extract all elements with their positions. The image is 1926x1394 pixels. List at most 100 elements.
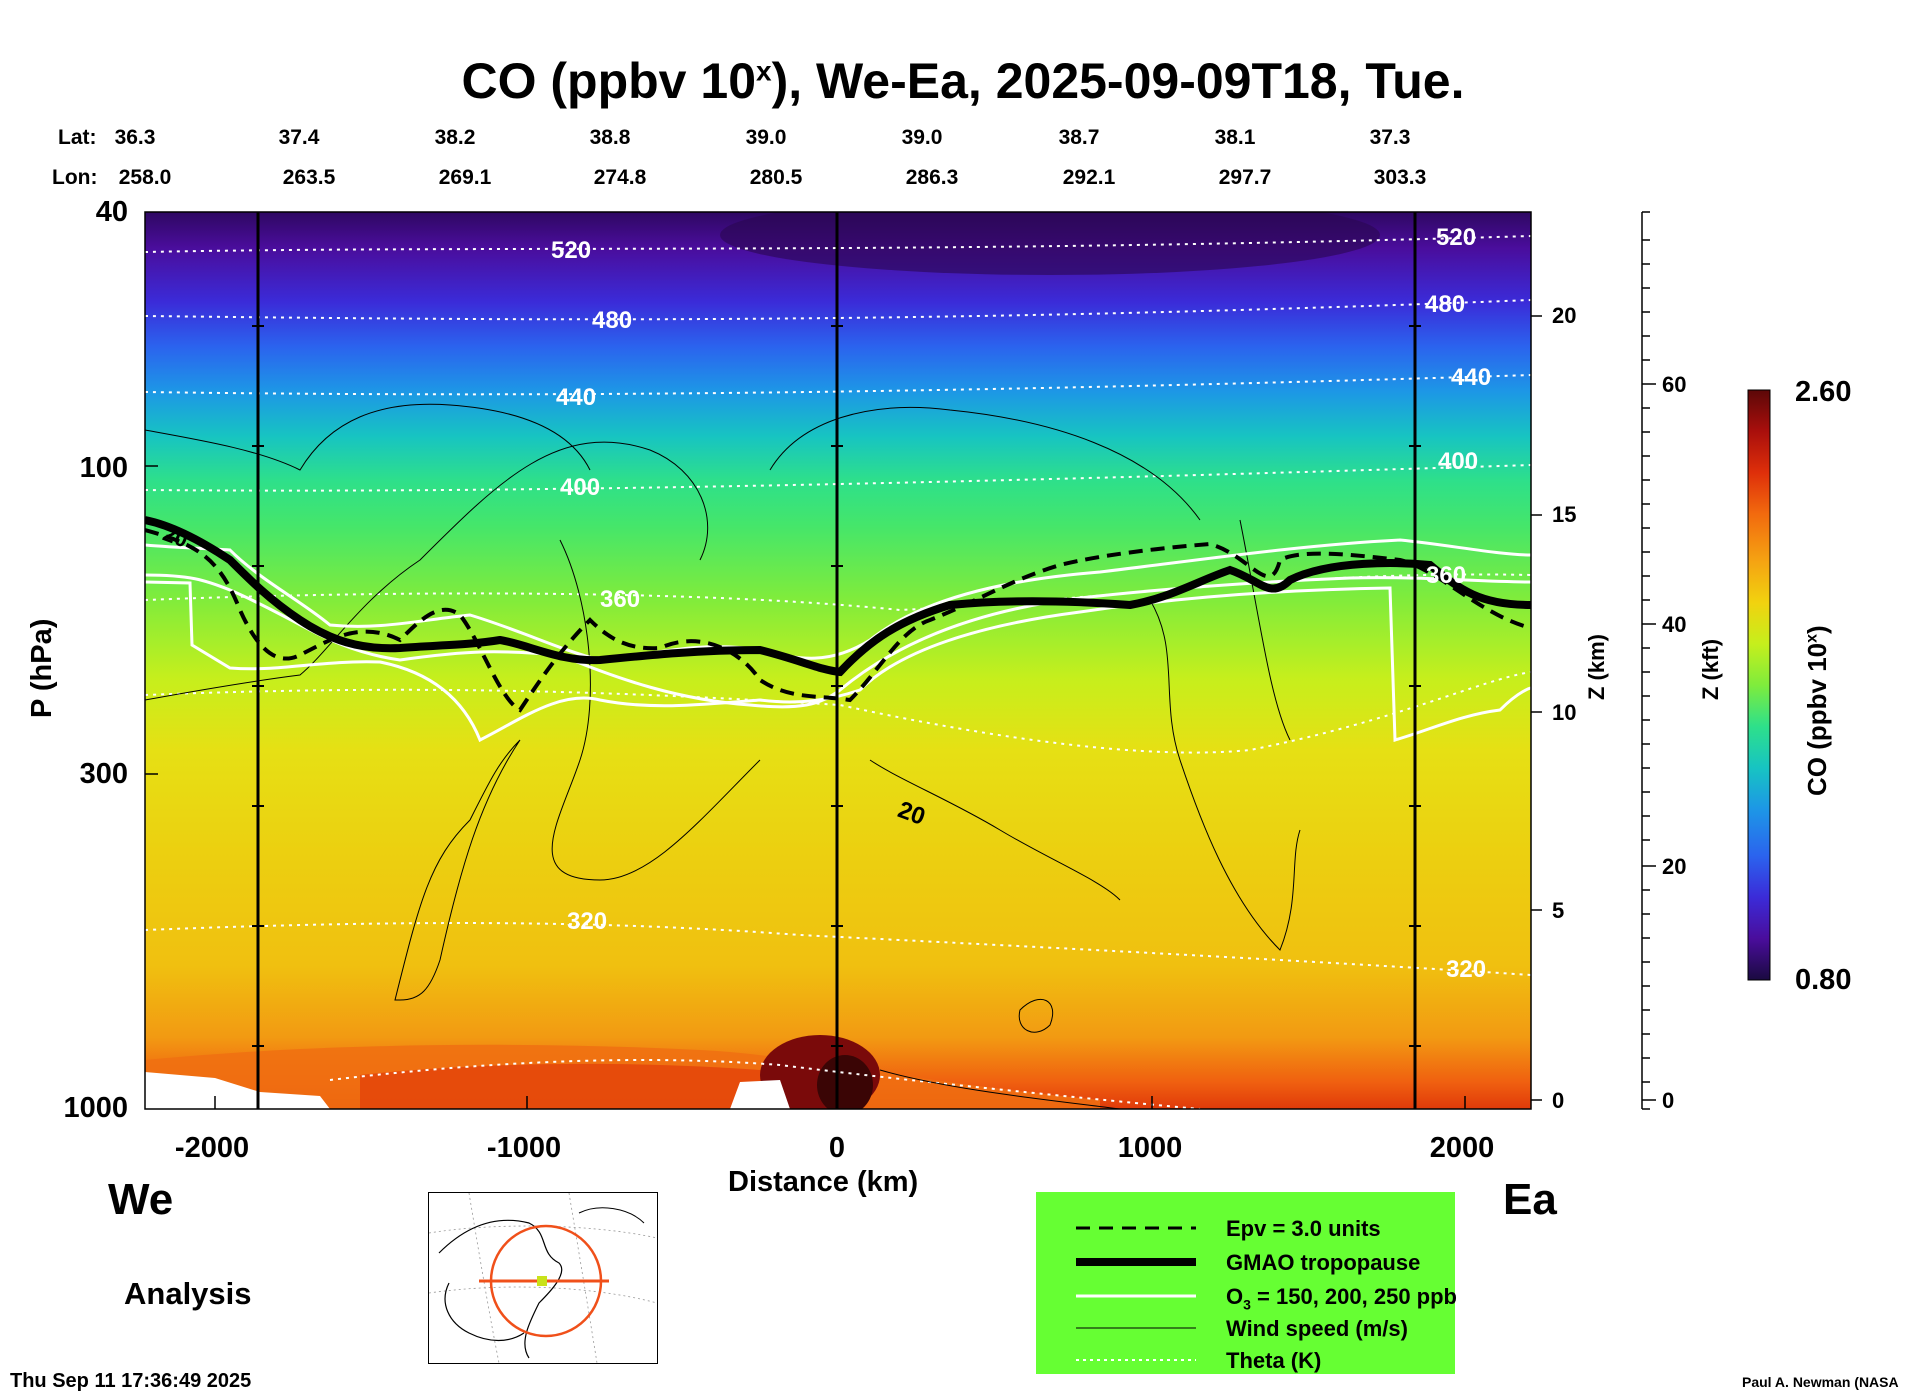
colorbar-max-label: 2.60	[1795, 376, 1852, 408]
lat-value: 38.8	[589, 126, 631, 149]
y-tick-300: 300	[79, 758, 128, 790]
y-tick-100: 100	[79, 452, 128, 484]
zkm-tick-0: 0	[1552, 1088, 1565, 1113]
theta-label-520-east: 520	[1436, 224, 1477, 251]
x-tick-1000: 1000	[1117, 1132, 1183, 1164]
wind-10-island	[1018, 998, 1054, 1033]
west-label: We	[108, 1175, 174, 1224]
y-tick-40: 40	[95, 196, 128, 228]
x-tick-neg1000: -1000	[486, 1132, 562, 1164]
theta-440	[145, 374, 1531, 396]
theta-label-520-west: 520	[551, 237, 592, 264]
lon-value: 280.5	[749, 166, 803, 189]
x-tick-0: 0	[828, 1132, 846, 1164]
wind-20-d	[869, 759, 1121, 901]
co-max-core	[817, 1055, 873, 1109]
axis-ticks	[145, 315, 1542, 1109]
inset-map	[428, 1192, 658, 1364]
theta-300	[329, 1059, 1201, 1109]
x-tick-2000: 2000	[1429, 1132, 1495, 1164]
lat-value: 38.7	[1058, 126, 1100, 149]
o3-250	[145, 580, 1531, 743]
legend-theta-text: Theta (K)	[1226, 1348, 1322, 1373]
tropopause-line	[145, 516, 1531, 677]
wind-20-e	[1149, 599, 1301, 951]
theta-contours	[145, 235, 1531, 1109]
epv-contour	[145, 528, 1531, 713]
surface-mask-mid	[730, 1080, 790, 1109]
zkft-tick-20: 20	[1662, 854, 1687, 879]
wind-20-c	[551, 539, 761, 881]
lon-value: 286.3	[905, 166, 959, 189]
theta-320	[145, 922, 1531, 976]
zkm-tick-5: 5	[1552, 898, 1565, 923]
wind-10-sfc	[879, 1069, 1121, 1109]
zkm-tick-20: 20	[1552, 303, 1577, 328]
lat-value: 38.1	[1214, 126, 1256, 149]
theta-label-440-east: 440	[1451, 364, 1492, 391]
theta-340	[145, 671, 1531, 754]
theta-label-480-east: 480	[1425, 291, 1466, 318]
timestamp: Thu Sep 11 17:36:49 2025	[10, 1370, 252, 1392]
legend: Epv = 3.0 units GMAO tropopause O3 = 150…	[1036, 1192, 1457, 1376]
zkm-tick-10: 10	[1552, 700, 1577, 725]
credit: Paul A. Newman (NASA	[1742, 1374, 1899, 1390]
zkft-ticks	[1642, 211, 1656, 1110]
wind-20-b	[394, 739, 521, 1001]
theta-label-320-east: 320	[1446, 956, 1487, 983]
inset-coastline-north	[578, 1207, 645, 1224]
lat-value: 37.4	[278, 126, 320, 149]
theta-label-400-west: 400	[560, 474, 601, 501]
zkft-tick-0: 0	[1662, 1088, 1675, 1113]
legend-wind-text: Wind speed (m/s)	[1226, 1316, 1408, 1341]
lon-value: 303.3	[1373, 166, 1427, 189]
lon-value: 292.1	[1062, 166, 1116, 189]
lon-value: 269.1	[438, 166, 492, 189]
zkft-tick-40: 40	[1662, 612, 1687, 637]
legend-tropopause: GMAO tropopause	[1036, 1246, 1455, 1278]
theta-480	[145, 299, 1531, 321]
lon-label: Lon:	[52, 166, 98, 189]
colorbar	[1747, 389, 1771, 981]
analysis-label: Analysis	[124, 1276, 252, 1311]
lat-value: 37.3	[1369, 126, 1411, 149]
co-boundary-layer-high	[360, 1063, 800, 1109]
x-axis-label: Distance (km)	[728, 1166, 919, 1198]
lat-label: Lat:	[58, 126, 97, 149]
wind-30-c	[1239, 519, 1291, 741]
theta-label-320-west: 320	[567, 908, 608, 935]
wind-20-a	[145, 441, 709, 701]
co-strat-low	[720, 212, 1380, 275]
legend-epv-text: Epv = 3.0 units	[1226, 1216, 1381, 1241]
theta-360	[145, 573, 1531, 612]
lon-value: 297.7	[1218, 166, 1272, 189]
zkft-tick-60: 60	[1662, 372, 1687, 397]
chart-title: CO (ppbv 10x), We-Ea, 2025-09-09T18, Tue…	[461, 53, 1465, 109]
lat-value: 39.0	[901, 126, 943, 149]
x-tick-neg2000: -2000	[174, 1132, 250, 1164]
lat-value: 36.3	[114, 126, 156, 149]
legend-o3-text: O3 = 150, 200, 250 ppb	[1226, 1284, 1457, 1313]
inset-map-svg	[428, 1192, 658, 1364]
wind-30-a	[145, 403, 591, 471]
lon-value: 258.0	[118, 166, 172, 189]
surface-mask-west	[145, 1072, 330, 1109]
wind-30-b	[769, 407, 1201, 521]
inset-center-marker	[537, 1276, 547, 1286]
legend-theta: Theta (K)	[1036, 1344, 1455, 1376]
theta-label-440-west: 440	[556, 384, 597, 411]
legend-o3: O3 = 150, 200, 250 ppb	[1036, 1280, 1457, 1313]
lon-value: 274.8	[593, 166, 647, 189]
legend-wind: Wind speed (m/s)	[1036, 1312, 1455, 1344]
lat-value: 39.0	[745, 126, 787, 149]
lon-value: 263.5	[282, 166, 336, 189]
wind-contours	[145, 403, 1301, 1109]
legend-epv: Epv = 3.0 units	[1036, 1212, 1455, 1244]
colorbar-title: CO (ppbv 10x)	[1802, 625, 1832, 796]
theta-label-360-east: 360	[1426, 562, 1467, 589]
y-tick-1000: 1000	[63, 1092, 128, 1124]
east-label: Ea	[1503, 1175, 1557, 1224]
legend-tropopause-text: GMAO tropopause	[1226, 1250, 1421, 1275]
zkm-tick-15: 15	[1552, 502, 1577, 527]
